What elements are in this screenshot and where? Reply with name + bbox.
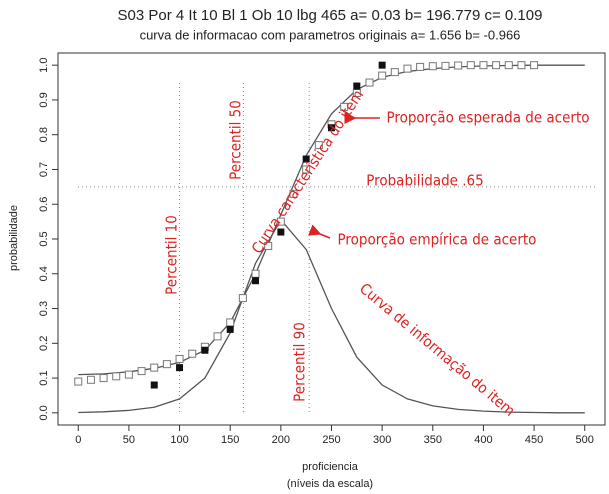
y-tick-label: 0.7	[38, 162, 50, 177]
x-tick-label: 200	[272, 434, 290, 446]
expected-point	[517, 61, 526, 70]
expected-point	[365, 78, 374, 87]
expected-point	[441, 61, 450, 70]
x-tick-label: 250	[322, 434, 340, 446]
arrow	[308, 224, 331, 239]
y-tick-label: 0.6	[38, 197, 50, 212]
annotation: Proporção esperada de acerto	[387, 109, 590, 127]
expected-point	[213, 332, 222, 341]
expected-point	[530, 61, 539, 70]
expected-point	[504, 61, 513, 70]
expected-point	[403, 64, 412, 73]
empirical-point	[201, 346, 209, 354]
expected-point	[340, 102, 349, 111]
expected-point	[264, 241, 273, 250]
x-tick-label: 100	[170, 434, 188, 446]
expected-point	[175, 354, 184, 363]
empirical-point	[150, 381, 158, 389]
expected-point	[479, 61, 488, 70]
x-axis-label: (níveis da escala)	[287, 478, 373, 490]
expected-point	[289, 189, 298, 198]
expected-point	[302, 165, 311, 174]
expected-point	[378, 71, 387, 80]
expected-point	[454, 61, 463, 70]
y-tick-label: 1.0	[38, 58, 50, 73]
chart-subtitle: curva de informacao com parametros origi…	[140, 27, 521, 42]
annotation: Percentil 10	[163, 215, 181, 295]
empirical-point	[252, 277, 260, 285]
y-tick-label: 0.0	[38, 405, 50, 420]
annotation: Proporção empírica de acerto	[338, 231, 537, 249]
expected-point	[390, 68, 399, 77]
x-tick-label: 0	[75, 434, 81, 446]
curve	[78, 218, 585, 414]
y-tick-label: 0.1	[38, 370, 50, 385]
expected-point	[74, 377, 83, 386]
curve	[78, 64, 585, 376]
expected-point	[226, 318, 235, 327]
expected-point	[99, 374, 108, 383]
x-tick-label: 50	[123, 434, 135, 446]
y-tick-label: 0.2	[38, 336, 50, 351]
empirical-point	[226, 325, 234, 333]
empirical-point	[378, 61, 386, 69]
empirical-point	[176, 364, 184, 372]
y-tick-label: 0.4	[38, 266, 50, 281]
empirical-point	[328, 124, 335, 132]
y-tick-label: 0.5	[38, 231, 50, 246]
expected-point	[314, 141, 323, 150]
y-tick-label: 0.3	[38, 301, 50, 316]
expected-point	[251, 269, 260, 278]
expected-point	[416, 62, 425, 71]
x-tick-label: 500	[576, 434, 594, 446]
expected-point	[188, 349, 197, 358]
empirical-point	[353, 82, 361, 90]
x-tick-label: 150	[221, 434, 239, 446]
x-tick-label: 350	[424, 434, 442, 446]
expected-point	[466, 61, 475, 70]
annotation: Curva de informação do item	[356, 279, 519, 419]
annotation: Probabilidade .65	[366, 172, 483, 190]
expected-point	[86, 375, 95, 384]
expected-point	[137, 367, 146, 376]
chart-title: S03 Por 4 It 10 Bl 1 Ob 10 lbg 465 a= 0.…	[118, 7, 543, 24]
expected-point	[162, 360, 171, 369]
expected-point	[238, 294, 247, 303]
y-tick-label: 0.8	[38, 127, 50, 142]
expected-point	[276, 217, 285, 226]
expected-point	[492, 61, 501, 70]
x-axis-label: proficiencia	[302, 461, 359, 473]
y-axis-label: probabilidade	[8, 205, 20, 271]
x-tick-label: 450	[525, 434, 543, 446]
expected-point	[124, 370, 133, 379]
expected-point	[428, 62, 437, 71]
expected-point	[112, 372, 121, 381]
empirical-point	[302, 155, 310, 163]
y-tick-label: 0.9	[38, 92, 50, 107]
annotation: Percentil 50	[227, 100, 245, 180]
annotation: Percentil 90	[291, 322, 309, 402]
expected-point	[150, 363, 159, 372]
x-tick-label: 400	[474, 434, 492, 446]
empirical-point	[277, 228, 285, 236]
x-tick-label: 300	[373, 434, 391, 446]
